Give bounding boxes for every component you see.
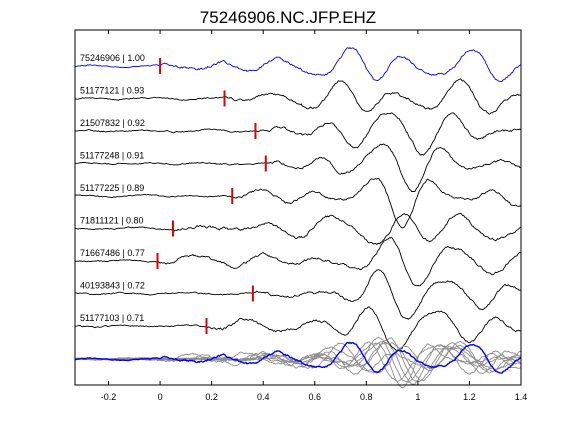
overlay-trace-0 [74,341,522,374]
trace-line-3 [74,143,522,193]
overlay-group [74,337,522,389]
trace-line-2 [74,112,522,156]
trace-label-3: 51177248 | 0.91 [80,151,144,161]
trace-line-8 [74,306,522,352]
trace-line-0 [74,47,522,83]
trace-label-2: 21507832 | 0.92 [80,118,145,128]
x-tick-label-5: 0.8 [360,392,373,402]
trace-line-1 [74,78,522,115]
trace-label-7: 40193843 | 0.72 [80,281,145,291]
trace-labels-group: 75246906 | 1.00 51177121 | 0.93 21507832 |… [80,53,145,323]
x-tick-label-7: 1.2 [463,392,476,402]
x-tick-label-0: -0.2 [101,392,117,402]
chart-title: 75246906.NC.JFP.EHZ [199,8,377,27]
x-tick-label-2: 0.2 [205,392,218,402]
trace-line-7 [74,269,522,320]
trace-label-4: 51177225 | 0.89 [80,183,144,193]
pick-markers-group [156,58,267,334]
trace-label-1: 51177121 | 0.93 [80,86,144,96]
x-tick-label-1: 0 [158,392,163,402]
x-tick-label-6: 1 [415,392,420,402]
axes-box [74,29,522,386]
traces-group [74,47,522,352]
trace-line-5 [74,212,522,245]
trace-line-4 [74,177,522,229]
trace-label-8: 51177103 | 0.71 [80,313,144,323]
x-tick-label-8: 1.4 [515,392,528,402]
x-axis-group: -0.2 0 0.2 0.4 0.6 0.8 1 1.2 1.4 [101,30,528,402]
trace-label-0: 75246906 | 1.00 [80,53,145,63]
trace-line-6 [74,236,522,287]
trace-label-5: 71811121 | 0.80 [80,216,144,226]
trace-label-6: 71667486 | 0.77 [80,248,145,258]
x-tick-label-4: 0.6 [308,392,321,402]
x-tick-label-3: 0.4 [257,392,270,402]
